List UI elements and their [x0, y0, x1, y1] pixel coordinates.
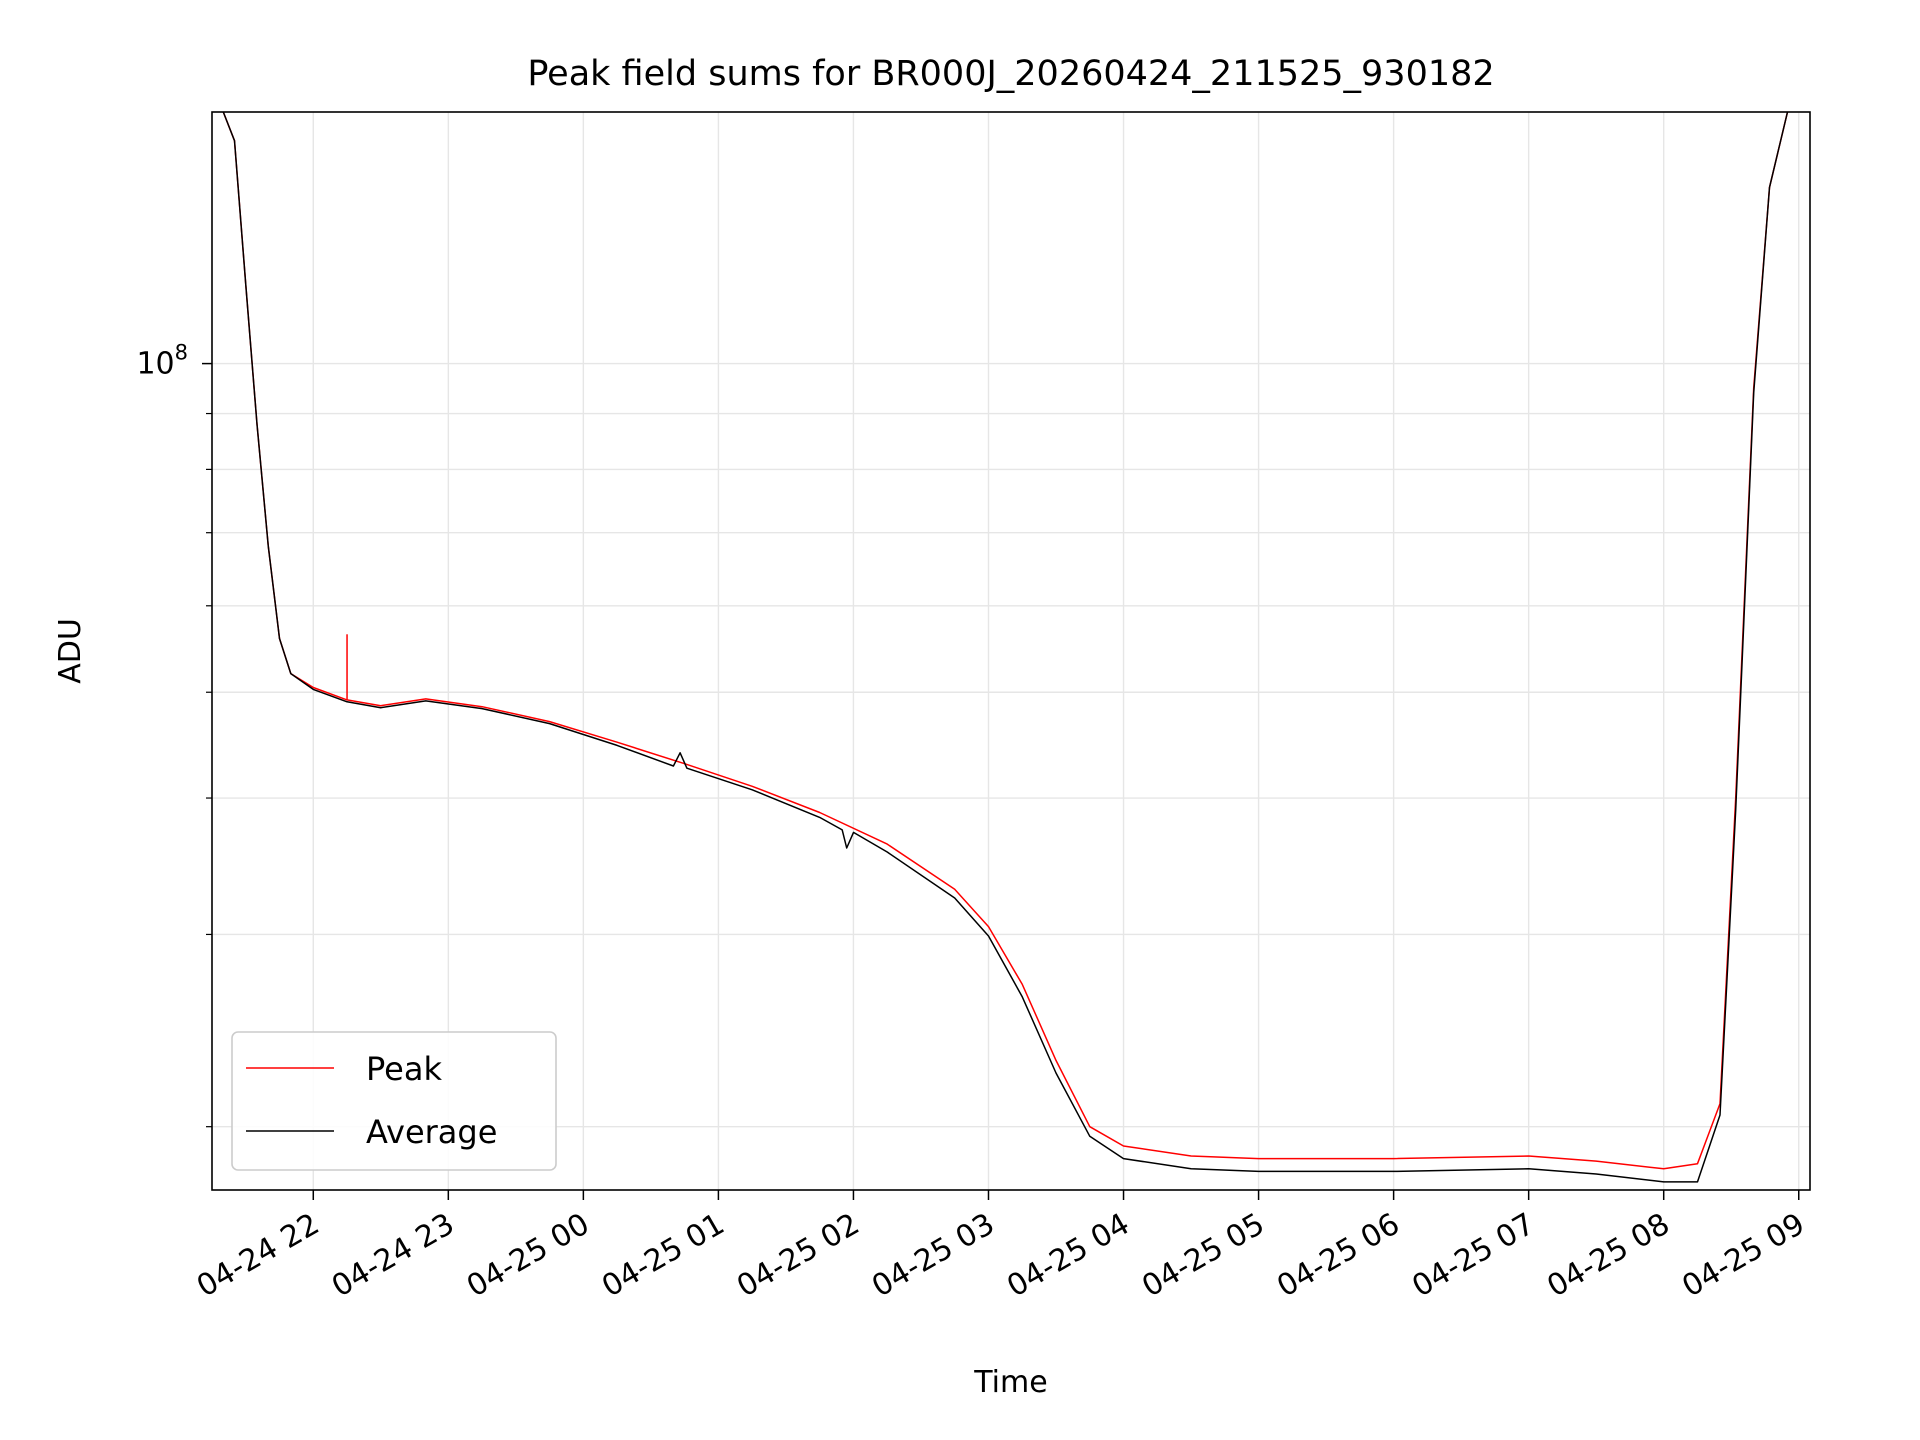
series-layer [222, 112, 1789, 1183]
x-axis-label: Time [973, 1365, 1047, 1400]
chart-title: Peak field sums for BR000J_20260424_2115… [527, 54, 1494, 94]
plot-area [222, 112, 1789, 1183]
legend-label-peak: Peak [366, 1050, 442, 1088]
y-axis-label: ADU [53, 618, 88, 684]
y-tick-label: 108 [136, 341, 188, 382]
legend-box [231, 1031, 557, 1171]
grid-lines [212, 112, 1810, 1190]
plot-frame [211, 111, 1811, 1191]
legend-label-average: Average [366, 1113, 497, 1151]
y-axis: 108 [136, 341, 212, 1128]
legend: Peak Average [231, 1031, 557, 1171]
series-line-average [222, 112, 1789, 1183]
